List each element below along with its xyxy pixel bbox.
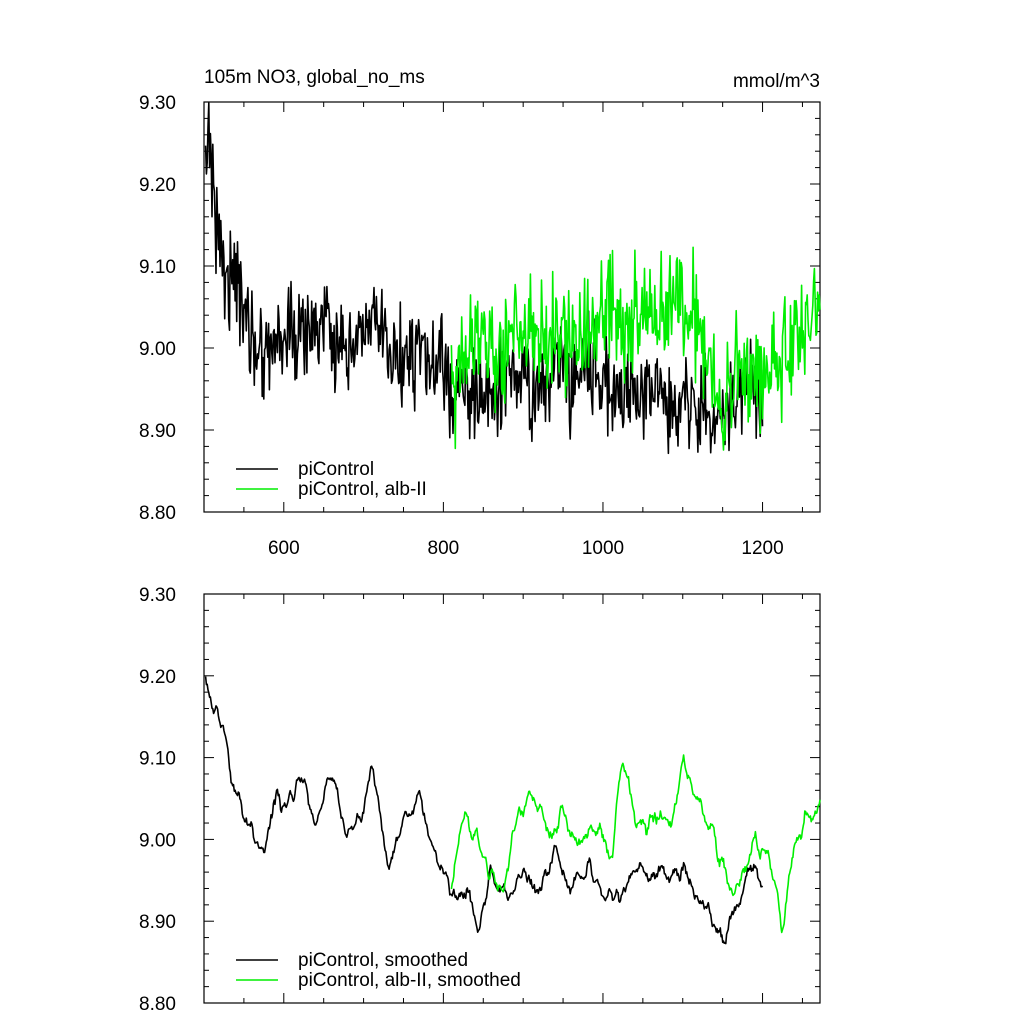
y-tick-label: 9.30 bbox=[139, 585, 176, 606]
y-tick-label: 9.20 bbox=[139, 667, 176, 688]
y-tick-label: 9.30 bbox=[139, 93, 176, 114]
y-tick-label: 9.20 bbox=[139, 175, 176, 196]
y-tick-label: 9.10 bbox=[139, 257, 176, 278]
legend-label: piControl, alb-II bbox=[298, 479, 427, 500]
legend-label: piControl, smoothed bbox=[298, 950, 468, 971]
y-tick-label: 9.00 bbox=[139, 339, 176, 360]
y-tick-label: 8.80 bbox=[139, 503, 176, 524]
y-tick-label: 8.90 bbox=[139, 421, 176, 442]
plot-frame bbox=[203, 101, 821, 513]
chart-title: 105m NO3, global_no_ms bbox=[204, 67, 425, 88]
y-tick-label: 9.00 bbox=[139, 830, 176, 851]
y-tick-label: 8.80 bbox=[139, 994, 176, 1015]
legend-label: piControl, alb-II, smoothed bbox=[298, 970, 521, 991]
panel-top: 8.80 8.90 9.00 9.10 9.20 9.30 600 800 1000 1200 pi… bbox=[139, 93, 821, 559]
units-label: mmol/m^3 bbox=[733, 71, 820, 92]
series-line-picontrol bbox=[204, 102, 764, 455]
x-tick-label: 800 bbox=[428, 538, 460, 559]
series-line-picontrol-alb-ii bbox=[450, 246, 821, 451]
panel-bottom: 8.80 8.90 9.00 9.10 9.20 9.30 piControl, smoot… bbox=[139, 585, 821, 1015]
x-tick-label: 1200 bbox=[741, 538, 783, 559]
y-tick-label: 8.90 bbox=[139, 912, 176, 933]
plot-frame bbox=[203, 593, 821, 1004]
series-line-picontrol-alb-ii-smoothed bbox=[450, 754, 821, 934]
y-tick-label: 9.10 bbox=[139, 749, 176, 770]
legend-label: piControl bbox=[298, 459, 374, 480]
x-tick-label: 600 bbox=[268, 538, 300, 559]
x-tick-label: 1000 bbox=[582, 538, 624, 559]
series-line-picontrol-smoothed bbox=[204, 676, 764, 945]
